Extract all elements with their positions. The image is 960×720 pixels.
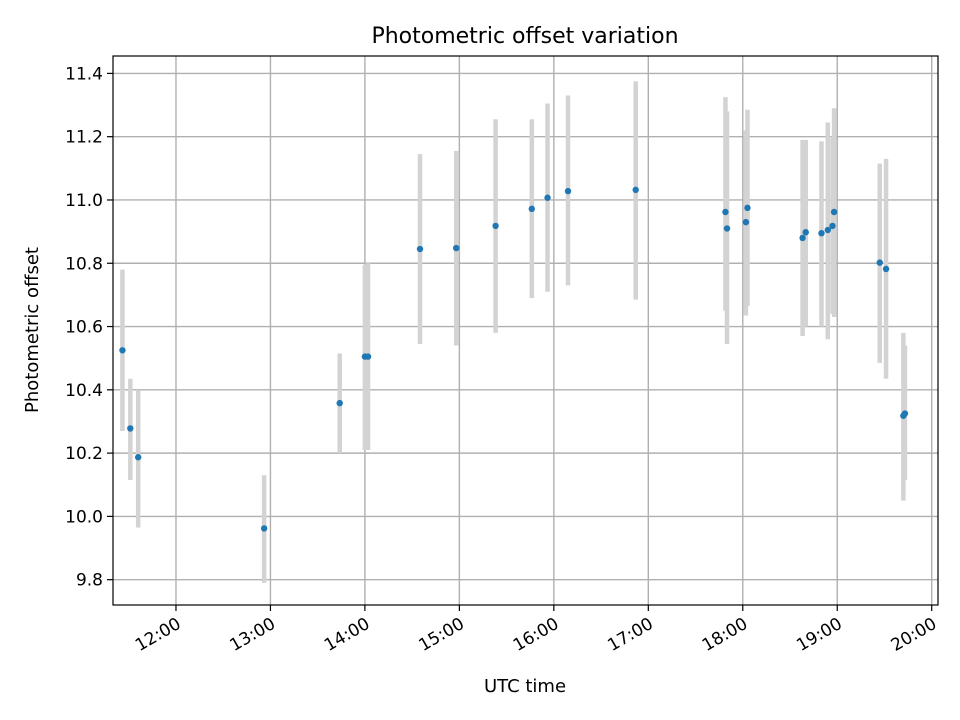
data-points (119, 186, 909, 532)
data-point (416, 245, 424, 253)
y-tick-label: 10.4 (65, 381, 103, 401)
data-point (722, 208, 729, 216)
data-point (528, 205, 535, 213)
data-point (829, 222, 836, 230)
data-point (453, 244, 460, 252)
data-point (818, 229, 825, 237)
data-point (564, 187, 572, 195)
data-point (799, 234, 806, 242)
data-point (544, 194, 551, 201)
y-tick-label: 11.0 (65, 191, 103, 211)
data-point (632, 186, 639, 194)
data-point (260, 525, 268, 532)
data-point (723, 225, 731, 232)
y-tick-label: 10.8 (65, 254, 103, 274)
plot-frame (112, 55, 939, 606)
data-point (882, 265, 890, 273)
data-point (830, 208, 838, 216)
data-point (742, 218, 750, 226)
y-tick-label: 10.0 (65, 507, 103, 527)
x-axis-label: UTC time (484, 676, 566, 697)
y-tick-label: 11.2 (65, 128, 103, 148)
data-point (802, 229, 809, 236)
y-axis-label: Photometric offset (22, 247, 43, 413)
data-point (364, 353, 372, 360)
data-point (901, 410, 909, 417)
data-point (492, 222, 499, 230)
chart-title: Photometric offset variation (371, 24, 678, 49)
y-tick-label: 10.2 (65, 444, 103, 464)
data-point (336, 399, 343, 407)
y-tick-label: 10.6 (65, 318, 103, 338)
data-point (134, 454, 142, 461)
data-point (876, 259, 883, 266)
data-point (824, 226, 831, 234)
y-tick-label: 11.4 (65, 64, 103, 84)
data-point (744, 204, 751, 212)
data-point (127, 425, 134, 432)
data-point (119, 347, 126, 354)
y-tick-label: 9.8 (76, 571, 103, 591)
